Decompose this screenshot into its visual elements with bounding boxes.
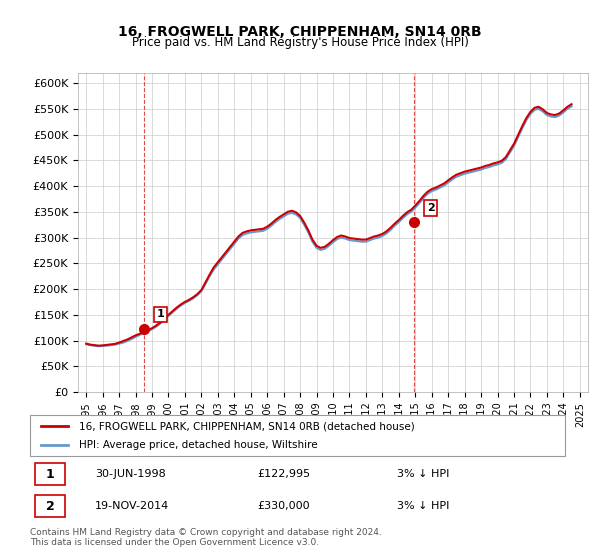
Text: £122,995: £122,995 (257, 469, 310, 479)
Text: 16, FROGWELL PARK, CHIPPENHAM, SN14 0RB (detached house): 16, FROGWELL PARK, CHIPPENHAM, SN14 0RB … (79, 421, 415, 431)
Text: 1: 1 (46, 468, 55, 480)
Text: 16, FROGWELL PARK, CHIPPENHAM, SN14 0RB: 16, FROGWELL PARK, CHIPPENHAM, SN14 0RB (118, 25, 482, 39)
Text: HPI: Average price, detached house, Wiltshire: HPI: Average price, detached house, Wilt… (79, 440, 317, 450)
Text: 3% ↓ HPI: 3% ↓ HPI (397, 501, 449, 511)
Text: 2: 2 (46, 500, 55, 513)
Text: 2: 2 (427, 203, 434, 213)
Text: Contains HM Land Registry data © Crown copyright and database right 2024.
This d: Contains HM Land Registry data © Crown c… (30, 528, 382, 547)
Text: 1: 1 (157, 309, 165, 319)
FancyBboxPatch shape (30, 416, 565, 456)
FancyBboxPatch shape (35, 495, 65, 517)
FancyBboxPatch shape (35, 463, 65, 485)
Text: Price paid vs. HM Land Registry's House Price Index (HPI): Price paid vs. HM Land Registry's House … (131, 36, 469, 49)
Text: 19-NOV-2014: 19-NOV-2014 (95, 501, 169, 511)
Text: 30-JUN-1998: 30-JUN-1998 (95, 469, 166, 479)
Text: £330,000: £330,000 (257, 501, 310, 511)
Text: 3% ↓ HPI: 3% ↓ HPI (397, 469, 449, 479)
